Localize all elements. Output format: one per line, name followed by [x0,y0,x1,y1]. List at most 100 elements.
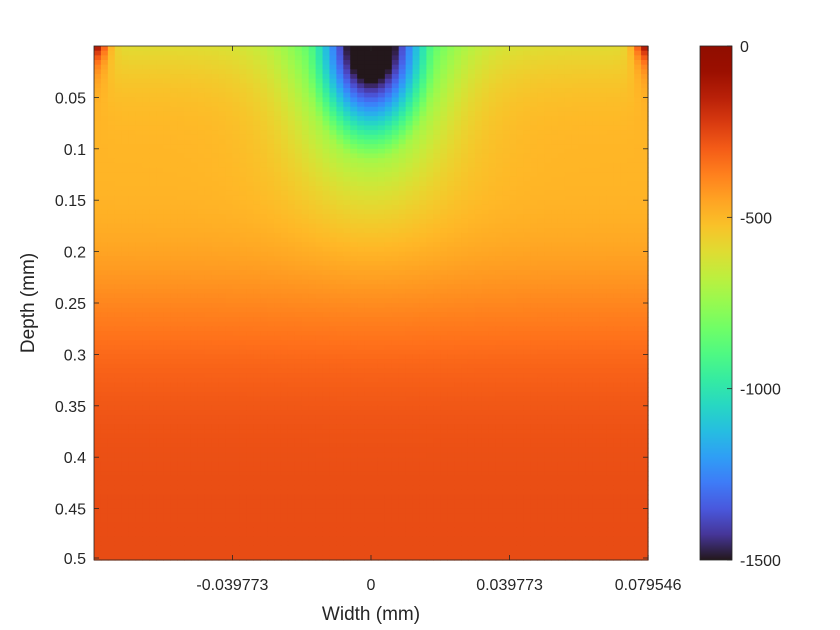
heatmap-cell [620,111,628,117]
heatmap-cell [253,148,261,155]
heatmap-cell [454,274,462,281]
heatmap-cell [350,246,358,253]
heatmap-cell [461,331,469,337]
heatmap-cell [225,242,234,248]
heatmap-cell [544,237,552,243]
heatmap-cell [371,55,379,61]
heatmap-cell [329,307,337,313]
heatmap-cell [495,214,504,220]
heatmap-cell [405,195,414,201]
heatmap-cell [495,298,504,304]
heatmap-cell [467,232,476,239]
heatmap-cell [184,326,192,332]
heatmap-cell [502,195,511,201]
heatmap-cell [488,60,497,66]
heatmap-cell [447,153,455,159]
heatmap-cell [218,214,227,220]
heatmap-cell [481,83,490,89]
heatmap-cell [294,303,303,309]
heatmap-cell [100,214,109,220]
heatmap-cell [495,46,504,52]
heatmap-cell [488,265,497,271]
heatmap-cell [620,120,628,127]
heatmap-cell [509,167,518,173]
heatmap-cell [218,307,227,313]
heatmap-cell [336,162,344,169]
heatmap-cell [578,111,587,117]
heatmap-cell [274,111,282,117]
heatmap-cell [322,120,331,127]
heatmap-cell [592,172,601,178]
heatmap-cell [641,242,649,248]
heatmap-cell [571,92,580,98]
heatmap-cell [329,153,337,159]
heatmap-cell [218,162,227,169]
heatmap-cell [177,260,185,267]
heatmap-cell [246,246,254,253]
heatmap-cell [190,204,199,211]
heatmap-cell [294,120,303,127]
heatmap-cell [447,134,455,141]
heatmap-cell [634,144,642,150]
heatmap-cell [336,144,344,150]
heatmap-cell [149,162,157,169]
heatmap-cell [308,92,317,98]
heatmap-cell [232,232,241,239]
heatmap-cell [564,186,573,192]
heatmap-cell [585,176,594,183]
heatmap-cell [474,139,483,145]
heatmap-cell [641,284,649,290]
heatmap-cell [481,106,490,113]
heatmap-cell [440,237,448,243]
heatmap-cell [294,64,303,70]
heatmap-cell [627,97,635,103]
heatmap-cell [336,265,344,271]
heatmap-cell [177,92,185,98]
heatmap-cell [308,228,317,234]
heatmap-cell [613,78,621,84]
heatmap-cell [398,195,407,201]
heatmap-cell [398,78,407,84]
heatmap-cell [474,242,483,248]
heatmap-cell [308,279,317,285]
heatmap-cell [578,120,587,127]
heatmap-cell [467,69,476,75]
heatmap-cell [246,172,254,178]
heatmap-cell [426,251,434,257]
heatmap-cell [308,195,317,201]
heatmap-cell [564,88,573,94]
heatmap-cell [274,270,282,276]
heatmap-cell [571,176,580,183]
heatmap-cell [177,106,185,113]
heatmap-cell [287,284,296,290]
heatmap-cell [551,125,559,131]
heatmap-cell [232,274,241,281]
heatmap-cell [564,274,573,281]
heatmap-cell [322,293,331,299]
heatmap-cell [128,97,137,103]
heatmap-cell [149,312,157,318]
heatmap-cell [398,106,407,113]
heatmap-cell [100,120,109,127]
heatmap-cell [177,111,185,117]
heatmap-cell [405,116,414,122]
heatmap-cell [412,279,421,285]
heatmap-cell [204,204,213,211]
heatmap-cell [149,172,157,178]
heatmap-cell [156,232,164,239]
heatmap-cell [433,242,441,248]
heatmap-cell [398,181,407,187]
heatmap-cell [461,88,469,94]
heatmap-cell [557,153,566,159]
heatmap-cell [405,106,414,113]
heatmap-cell [142,172,150,178]
heatmap-cell [447,326,455,332]
heatmap-cell [246,130,254,136]
heatmap-cell [627,190,635,197]
heatmap-cell [371,204,379,211]
heatmap-cell [391,116,400,122]
heatmap-cell [190,209,199,215]
heatmap-cell [170,228,178,234]
heatmap-cell [398,293,407,299]
heatmap-cell [433,260,441,267]
